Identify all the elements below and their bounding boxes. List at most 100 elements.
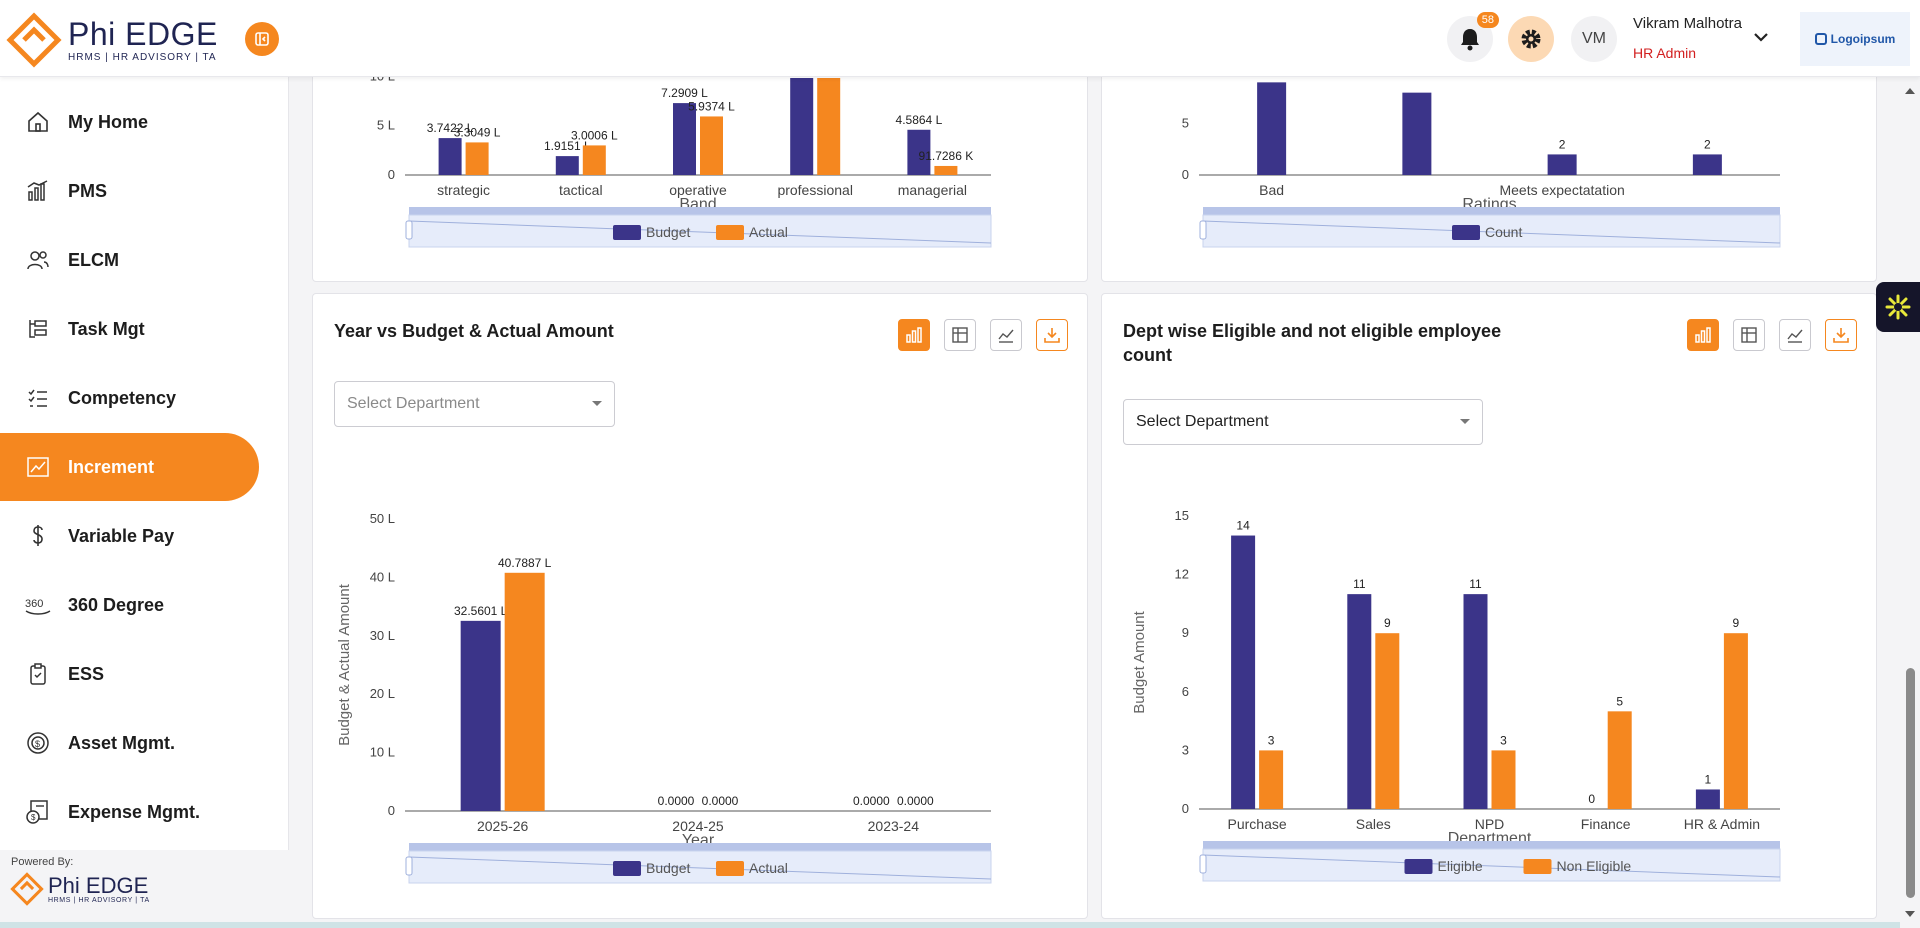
department-select[interactable]: Select Department xyxy=(334,381,615,427)
bar-eligible xyxy=(1347,594,1372,809)
sidebar-item-task-mgt[interactable]: Task Mgt xyxy=(0,295,259,363)
y-tick-label: 40 L xyxy=(370,569,395,584)
asset-icon: $ xyxy=(24,729,52,757)
download-button[interactable] xyxy=(1036,319,1068,351)
bar-budget xyxy=(555,156,579,175)
sidebar-item-asset-mgmt[interactable]: $ Asset Mgmt. xyxy=(0,709,259,777)
line-chart-view-button[interactable] xyxy=(990,319,1022,351)
sidebar-item-360-degree[interactable]: 360 360 Degree xyxy=(0,571,259,639)
x-tick-label: 2025-26 xyxy=(477,818,529,834)
x-axis-title: Year xyxy=(682,832,715,849)
department-select-value: Select Department xyxy=(1136,413,1269,430)
data-label: 11 xyxy=(1353,577,1366,591)
checklist-icon xyxy=(24,384,52,412)
scroll-down-icon[interactable] xyxy=(1900,904,1920,924)
bar-actual xyxy=(817,78,841,175)
zoom-slider-window xyxy=(408,214,992,248)
gear-icon xyxy=(1521,29,1541,49)
task-icon xyxy=(24,315,52,343)
sidebar-item-competency[interactable]: Competency xyxy=(0,364,259,432)
zoom-slider-handle xyxy=(1199,854,1207,874)
x-tick-label: managerial xyxy=(898,182,967,198)
table-view-button[interactable] xyxy=(1733,319,1765,351)
notifications-button[interactable]: 58 xyxy=(1447,12,1499,62)
client-logo-icon xyxy=(1814,33,1827,45)
bar-actual xyxy=(465,142,489,175)
legend-swatch xyxy=(1523,859,1552,874)
y-tick-label: 5 xyxy=(1182,116,1189,131)
zoom-slider-handle xyxy=(1199,220,1207,240)
data-label: 91.7286 K xyxy=(919,149,974,163)
legend-label: Eligible xyxy=(1438,858,1483,874)
bottom-strip xyxy=(0,922,1900,928)
data-label: 14 xyxy=(1236,519,1250,533)
sidebar-item-my-home[interactable]: My Home xyxy=(0,88,259,156)
footer-brand: Phi EDGE xyxy=(48,872,149,898)
bar-budget xyxy=(460,620,501,811)
card-title-line1: Dept wise Eligible and not eligible empl… xyxy=(1123,321,1502,341)
legend-swatch xyxy=(1452,225,1480,240)
table-view-button[interactable] xyxy=(944,319,976,351)
bar-count xyxy=(1257,82,1287,175)
legend-label: Actual xyxy=(749,860,788,876)
clipboard-icon xyxy=(24,660,52,688)
help-widget-button[interactable] xyxy=(1876,282,1920,332)
brand-name: Phi EDGE xyxy=(68,15,218,52)
settings-button[interactable] xyxy=(1508,16,1554,62)
data-label: 3 xyxy=(1500,733,1507,747)
bar-chart-view-button[interactable] xyxy=(898,319,930,351)
bar-actual xyxy=(700,116,723,175)
user-name[interactable]: Vikram Malhotra xyxy=(1633,15,1742,32)
y-tick-label: 0 xyxy=(1182,801,1189,816)
sidebar-item-pms[interactable]: PMS xyxy=(0,157,259,225)
data-label: 3.7422 L xyxy=(427,121,474,135)
scroll-up-icon[interactable] xyxy=(1900,81,1920,101)
data-label: 1 xyxy=(1705,772,1712,786)
svg-text:360: 360 xyxy=(25,598,43,610)
360-icon: 360 xyxy=(24,591,52,619)
user-menu-chevron[interactable] xyxy=(1750,26,1772,53)
sidebar-item-variable-pay[interactable]: Variable Pay xyxy=(0,502,259,570)
sidebar-item-ess[interactable]: ESS xyxy=(0,640,259,708)
sidebar-item-expense-mgmt[interactable]: $ Expense Mgmt. xyxy=(0,778,259,846)
sidebar-item-label: Asset Mgmt. xyxy=(68,732,176,753)
x-tick-label: strategic xyxy=(437,182,490,198)
sidebar-item-elcm[interactable]: ELCM xyxy=(0,226,259,294)
app-logo[interactable]: Phi EDGE HRMS | HR ADVISORY | TA xyxy=(6,12,218,68)
powered-by-label: Powered By: xyxy=(11,856,74,868)
sidebar-item-label: Variable Pay xyxy=(68,525,175,546)
sidebar-item-increment[interactable]: Increment xyxy=(0,433,259,501)
top-bar: Phi EDGE HRMS | HR ADVISORY | TA 58 VM V… xyxy=(0,0,1920,77)
logo-mark-icon xyxy=(6,12,62,68)
x-tick-label: 2024-25 xyxy=(672,818,724,834)
line-chart-icon xyxy=(998,329,1014,343)
user-role: HR Admin xyxy=(1633,45,1697,61)
trend-icon xyxy=(24,453,52,481)
sidebar-collapse-button[interactable] xyxy=(245,22,279,56)
x-tick-label: Purchase xyxy=(1228,816,1287,832)
x-axis-title: Department xyxy=(1448,830,1532,847)
bar-non-eligible xyxy=(1491,750,1516,809)
chevron-down-icon xyxy=(1754,33,1768,42)
user-avatar[interactable]: VM xyxy=(1571,16,1617,62)
logo-mark-icon xyxy=(10,872,44,906)
x-tick-label: Bad xyxy=(1259,182,1284,198)
zoom-slider-track xyxy=(1203,841,1780,849)
line-chart-view-button[interactable] xyxy=(1779,319,1811,351)
table-icon xyxy=(952,327,968,343)
download-icon xyxy=(1833,328,1849,343)
legend-label: Budget xyxy=(646,860,690,876)
zoom-slider-preview xyxy=(408,856,992,880)
data-label: 32.5601 L xyxy=(454,604,508,618)
bar-chart-view-button[interactable] xyxy=(1687,319,1719,351)
x-tick-label: professional xyxy=(777,182,853,198)
x-tick-label: Finance xyxy=(1581,816,1631,832)
x-tick-label: tactical xyxy=(559,182,603,198)
download-button[interactable] xyxy=(1825,319,1857,351)
department-select[interactable]: Select Department xyxy=(1123,399,1483,445)
collapse-icon xyxy=(255,32,269,46)
sidebar-item-label: 360 Degree xyxy=(68,594,165,615)
card-title: Year vs Budget & Actual Amount xyxy=(334,321,614,341)
y-tick-label: 20 L xyxy=(370,686,395,701)
scroll-thumb[interactable] xyxy=(1906,668,1915,898)
